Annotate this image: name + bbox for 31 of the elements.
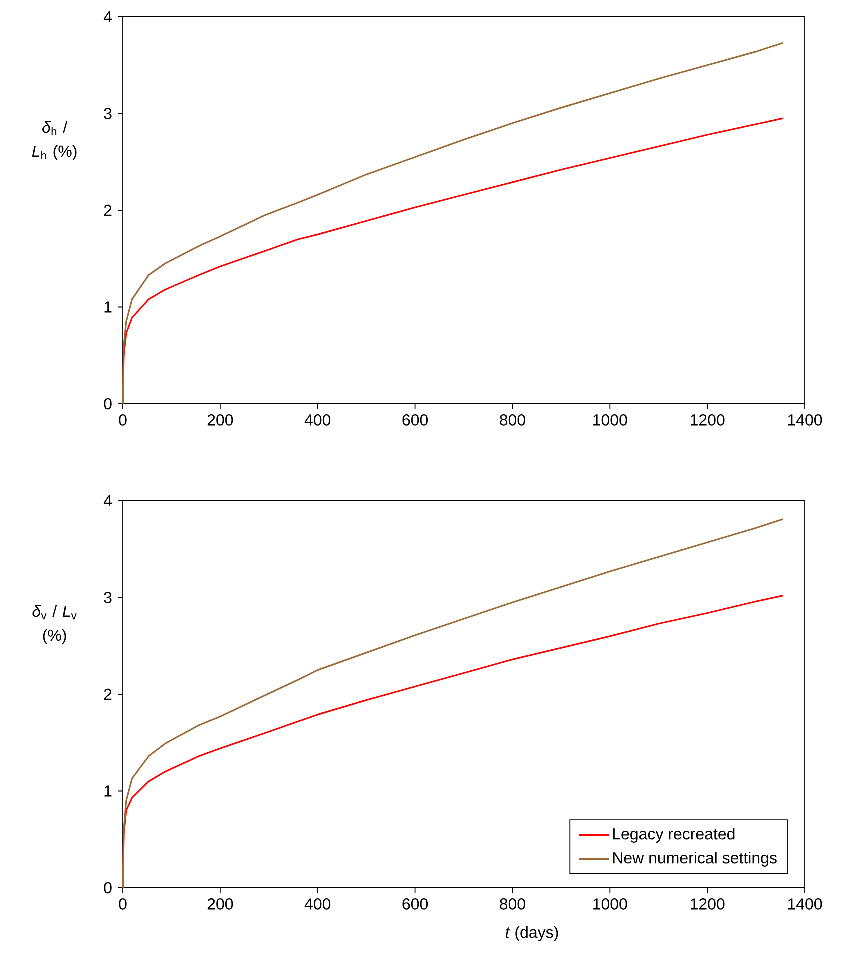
x-tick-label: 400 [304,898,331,910]
y-tick-label: 0 [104,398,112,410]
x-tick-label: 800 [500,414,526,426]
y-tick-label: 1 [104,302,112,313]
y-axis-title: δ$_{v}$ / L$_{v}$ (%) [32,605,77,644]
y-tick-label: 4 [104,11,112,22]
x-tick-label: 1400 [788,898,822,910]
x-tick-label: 1000 [594,414,628,426]
x-tick-label: 1000 [594,898,628,910]
y-tick-label: 3 [104,592,112,604]
x-tick-label: 600 [402,898,428,910]
x-tick-label: 1200 [691,898,725,910]
y-tick-label: 2 [104,204,112,216]
y-tick-label: 2 [104,688,112,700]
x-tick-label: 200 [208,414,234,426]
legend-label: Legacy recreated [613,828,735,843]
y-tick-label: 4 [104,495,112,507]
x-tick-label: 0 [119,898,127,910]
text: δ$_{h}$ / L$_{h}$ (%) [32,121,77,160]
x-tick-label: 200 [208,898,234,910]
x-tick-label: 600 [402,414,428,426]
y-tick-label: 0 [104,882,112,894]
y-tick-label: 3 [104,108,112,120]
x-axis-title: t (days) [506,926,558,942]
x-tick-label: 1200 [691,414,725,426]
x-tick-label: 1400 [788,414,822,426]
x-tick-label: 400 [304,414,331,426]
x-tick-label: 0 [119,414,127,426]
legend-label: New numerical settings [613,852,777,867]
y-tick-label: 1 [104,786,112,797]
x-tick-label: 800 [500,898,526,910]
